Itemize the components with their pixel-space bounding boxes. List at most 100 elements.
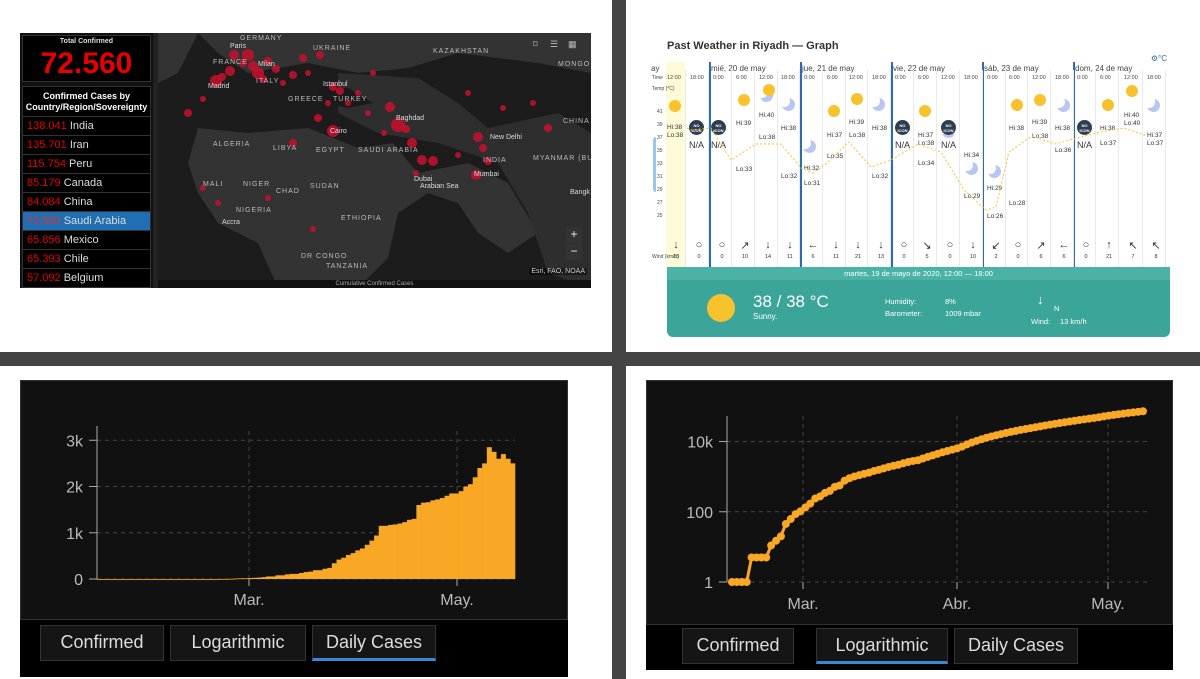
moon-icon: [1057, 99, 1070, 112]
country-name: Peru: [69, 158, 93, 170]
tab-confirmed[interactable]: Confirmed: [682, 628, 794, 664]
case-dot: [265, 195, 271, 201]
bar: [313, 570, 319, 579]
bar: [308, 571, 314, 579]
country-row[interactable]: 65.856 Mexico: [23, 231, 150, 250]
grid-column: [1027, 70, 1028, 267]
bar: [435, 499, 441, 579]
tab-confirmed[interactable]: Confirmed: [40, 625, 164, 661]
wind-arrow-icon: ↓: [878, 239, 884, 251]
zoom-out-button[interactable]: −: [566, 244, 582, 260]
case-dot: [325, 100, 331, 106]
case-dot: [455, 152, 461, 158]
hilo-label: Hi:37: [1147, 132, 1163, 139]
country-count: 85.179: [27, 177, 61, 189]
bar: [97, 579, 102, 580]
qr-icon[interactable]: ▦: [568, 39, 577, 49]
grid-column: [1005, 70, 1006, 267]
case-dot: [264, 57, 272, 65]
sun-icon: [707, 294, 735, 322]
bar: [298, 572, 304, 579]
y-tick-label: 3k: [66, 433, 84, 450]
time-label: 12:00: [759, 75, 773, 81]
grid-column: [754, 70, 755, 267]
map-label-ukraine: UKRAINE: [313, 45, 352, 52]
bar: [176, 579, 182, 580]
prev-arrow[interactable]: [653, 137, 659, 192]
tab-logarithmic[interactable]: Logarithmic: [170, 625, 306, 661]
temp-tick: 37: [657, 135, 663, 141]
wind-arrow-icon: ↘: [922, 240, 932, 252]
bar: [228, 578, 234, 580]
bar: [303, 572, 309, 579]
wind-arrow-icon: ↓: [970, 239, 976, 251]
country-row[interactable]: 135.701 Iran: [23, 136, 150, 155]
country-row[interactable]: 138.041 India: [23, 117, 150, 136]
country-row[interactable]: 65.393 Chile: [23, 250, 150, 269]
day-separator: [891, 62, 893, 267]
map-label-chad: CHAD: [276, 188, 300, 195]
hilo-label: Lo:35: [827, 153, 844, 160]
grid-column: [982, 70, 983, 267]
hilo-label: Lo:31: [804, 180, 821, 187]
hilo-label: Hi:29: [987, 185, 1003, 192]
bar: [331, 563, 337, 579]
case-dot: [355, 90, 361, 96]
country-row[interactable]: 72.560 Saudi Arabia: [23, 212, 150, 231]
unit-toggle[interactable]: ⚙°C: [1150, 54, 1167, 63]
country-row[interactable]: 115.754 Peru: [23, 155, 150, 174]
hilo-label: Lo:32: [781, 173, 798, 180]
temp-tick: 39: [657, 122, 663, 128]
hilo-label: Hi:38: [1009, 125, 1025, 132]
case-dot: [314, 114, 322, 122]
map-label-china: CHINA: [563, 118, 590, 125]
tab-daily-cases[interactable]: Daily Cases: [954, 628, 1078, 664]
x-tick-label: Mar.: [233, 592, 264, 609]
country-name: Mexico: [63, 234, 99, 246]
case-dot: [345, 100, 351, 106]
map-footer[interactable]: Cumulative Confirmed Cases: [158, 280, 591, 288]
time-label: 0:00: [987, 75, 998, 81]
hilo-label: Hi:39: [1032, 119, 1048, 126]
bar: [153, 579, 159, 580]
tab-logarithmic[interactable]: Logarithmic: [816, 628, 948, 664]
country-row[interactable]: 84.084 China: [23, 193, 150, 212]
world-map[interactable]: GERMANY FRANCE UKRAINE KAZAKHSTAN MONGO CHINA…: [158, 33, 591, 288]
temp-tick: 31: [657, 174, 663, 180]
time-label: 0:00: [713, 75, 724, 81]
log-cases-chart: 10k 100 1 Mar. Abr. May.: [686, 407, 1147, 613]
hilo-label: Hi:32: [804, 165, 820, 172]
bar: [406, 519, 412, 579]
x-tick-label: Mar.: [787, 596, 818, 613]
na-label: N/A: [1077, 140, 1093, 150]
y-tick-label: 10k: [687, 435, 714, 452]
bookmark-icon[interactable]: ⌑: [533, 39, 538, 49]
case-dot: [289, 139, 297, 147]
wind-arrow-icon: ↑: [1106, 239, 1112, 251]
case-dot: [484, 157, 492, 165]
map-label-turkey: TURKEY: [333, 96, 368, 103]
bar: [350, 553, 356, 579]
wind-value: 0: [697, 254, 701, 260]
grid-column: [867, 70, 868, 267]
cases-line: [732, 409, 1144, 584]
zoom-in-button[interactable]: +: [566, 227, 582, 243]
country-row[interactable]: 57.092 Belgium: [23, 269, 150, 288]
daily-cases-panel: 3k 2k 1k 0 Mar. May. Confirmed Logarithmic Dail…: [20, 380, 568, 677]
wind-value: 7: [1131, 254, 1135, 260]
wind-value: 0: [948, 254, 952, 260]
wind-row-label: Wind (km/h): [652, 254, 679, 260]
day-separator: [709, 62, 711, 267]
grid-column: [731, 70, 732, 267]
x-tick-label: Abr.: [943, 596, 971, 613]
data-point: [1139, 407, 1147, 416]
bar: [430, 500, 436, 579]
wind-arrow-icon: ↓: [855, 239, 861, 251]
country-row[interactable]: 85.179 Canada: [23, 174, 150, 193]
weather-graph: Past Weather in Riyadh — Graph ⚙°C ay mié…: [651, 32, 1171, 337]
bar: [195, 579, 201, 580]
list-icon[interactable]: ☰: [550, 39, 559, 49]
case-dot: [280, 80, 286, 86]
city-label-paris: Paris: [230, 43, 246, 50]
tab-daily-cases[interactable]: Daily Cases: [312, 625, 436, 661]
